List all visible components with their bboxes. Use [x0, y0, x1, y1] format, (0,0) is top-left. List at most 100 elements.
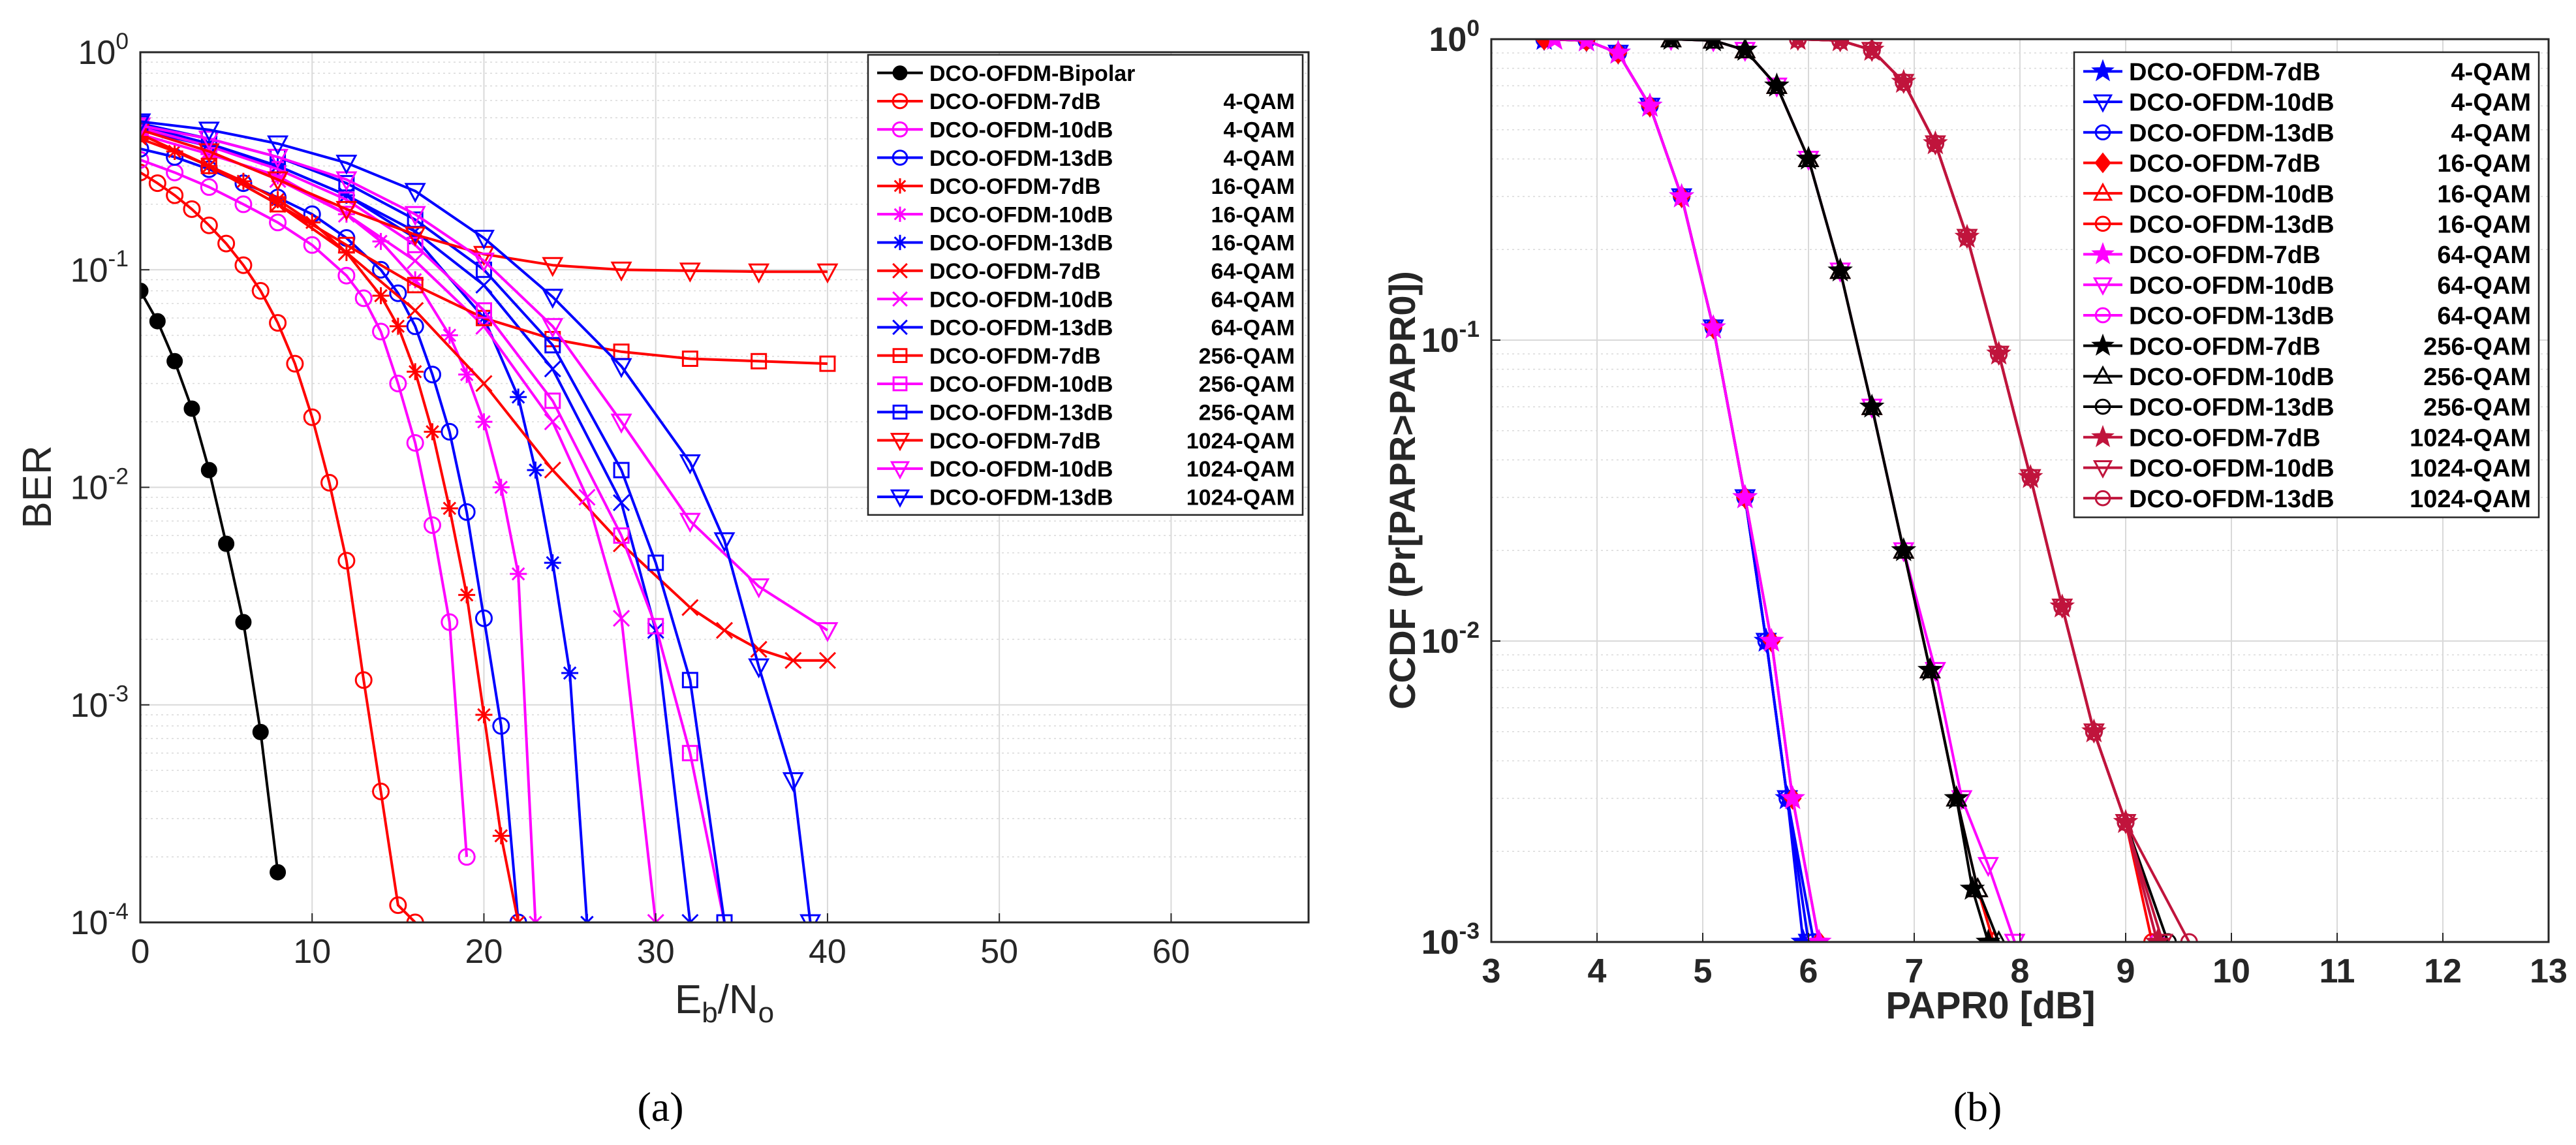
legend-marker [2091, 333, 2115, 356]
legend-marker [892, 93, 908, 110]
legend-marker [892, 178, 908, 194]
data-point [407, 271, 424, 289]
panel-b-x-axis-label: PAPR0 [dB] [1885, 984, 2095, 1027]
data-point [1663, 39, 1679, 50]
data-point [458, 366, 476, 383]
legend-label: DCO-OFDM-7dB [929, 429, 1101, 454]
legend-scheme: 256-QAM [1199, 344, 1295, 369]
data-point [372, 782, 390, 800]
legend-scheme: 4-QAM [2451, 59, 2531, 86]
panel-b-series [1535, 39, 2198, 942]
x-tick-label: 8 [2011, 952, 2030, 990]
legend-marker [892, 291, 908, 307]
series-3 [1535, 39, 1823, 942]
data-point [217, 234, 236, 253]
series-line [140, 126, 726, 922]
legend-marker [892, 262, 908, 279]
y-tick-label: 100 [1429, 16, 1480, 59]
x-tick-label: 12 [2424, 952, 2462, 990]
data-point [1577, 39, 1596, 52]
data-point [404, 183, 426, 203]
data-point [372, 287, 390, 304]
data-point [320, 473, 339, 492]
data-point [492, 478, 510, 496]
y-tick-label: 10-3 [1421, 918, 1480, 962]
legend-label: DCO-OFDM-13dB [929, 316, 1113, 341]
data-point [1660, 39, 1682, 48]
data-point [818, 651, 837, 669]
series-line [1671, 39, 1990, 942]
legend-entry: DCO-OFDM-10dB 1024-QAM [2083, 455, 2531, 482]
data-point [2152, 933, 2174, 942]
series-line [1544, 39, 1810, 942]
x-tick-label: 20 [465, 933, 503, 971]
data-point [1700, 314, 1726, 339]
legend-scheme: 1024-QAM [1187, 485, 1295, 510]
data-point [140, 121, 151, 142]
data-point [389, 317, 407, 335]
data-point [1861, 395, 1883, 415]
series-line [140, 133, 537, 922]
data-point [475, 706, 493, 723]
legend-marker [2091, 59, 2115, 82]
data-point [200, 216, 218, 234]
legend-entry: DCO-OFDM-7dB 64-QAM [2083, 242, 2531, 269]
data-point [407, 302, 424, 319]
series-9 [140, 121, 664, 922]
legend-scheme: 64-QAM [1211, 287, 1295, 312]
data-point [610, 358, 632, 379]
data-point [799, 914, 822, 922]
data-point [748, 658, 770, 679]
data-point [1789, 39, 1807, 48]
data-point [681, 745, 698, 762]
data-point [1734, 39, 1756, 59]
panel-a-chart: 0 10 20 30 40 50 60 100 10-1 10-2 10-3 10-4 DCO-OFD… [15, 29, 1310, 1130]
data-point [267, 171, 289, 192]
data-point [1805, 933, 1823, 942]
legend-marker [2092, 94, 2113, 113]
data-point [338, 236, 355, 253]
legend-entry: DCO-OFDM-7dB 64-QAM [877, 259, 1295, 284]
legend-scheme: 64-QAM [2437, 303, 2531, 330]
data-point [716, 914, 733, 922]
x-tick-label: 7 [1905, 952, 1924, 990]
legend-entry: DCO-OFDM-13dB 1024-QAM [2083, 486, 2531, 513]
series-4 [1535, 39, 1829, 942]
data-point [372, 232, 390, 250]
legend-label: DCO-OFDM-10dB [929, 287, 1113, 312]
series-line [140, 120, 812, 922]
legend-label: DCO-OFDM-10dB [929, 118, 1113, 142]
data-point [1831, 39, 1850, 50]
data-point [2180, 933, 2198, 942]
panel-b-caption: (b) [1953, 1084, 2002, 1130]
data-point [612, 610, 630, 627]
data-point [354, 671, 373, 689]
legend-entry: DCO-OFDM-7dB 1024-QAM [2083, 424, 2531, 452]
legend-marker [2092, 460, 2113, 479]
data-point [816, 622, 839, 642]
data-point [2053, 597, 2072, 616]
legend-marker [892, 376, 908, 392]
data-point [166, 353, 183, 369]
data-point [198, 121, 220, 142]
data-point [2117, 813, 2135, 832]
data-point [544, 392, 561, 409]
data-point [140, 151, 149, 169]
data-point [751, 353, 768, 369]
legend-entry: DCO-OFDM-10dB 4-QAM [877, 118, 1295, 142]
data-point [544, 413, 561, 431]
legend-entry: DCO-OFDM-13dB 1024-QAM [877, 485, 1295, 510]
data-point [406, 317, 424, 336]
legend-marker [2091, 242, 2115, 264]
series-2 [1538, 39, 1820, 942]
data-point [578, 488, 596, 506]
panel-a-x-axis-label: Eb/No [675, 977, 774, 1029]
series-7 [1547, 39, 1832, 942]
legend-scheme: 16-QAM [1211, 174, 1295, 199]
legend-label: DCO-OFDM-13dB [2129, 486, 2335, 513]
x-tick-label: 10 [293, 933, 331, 971]
data-point [613, 527, 630, 544]
data-point [1946, 786, 1968, 807]
